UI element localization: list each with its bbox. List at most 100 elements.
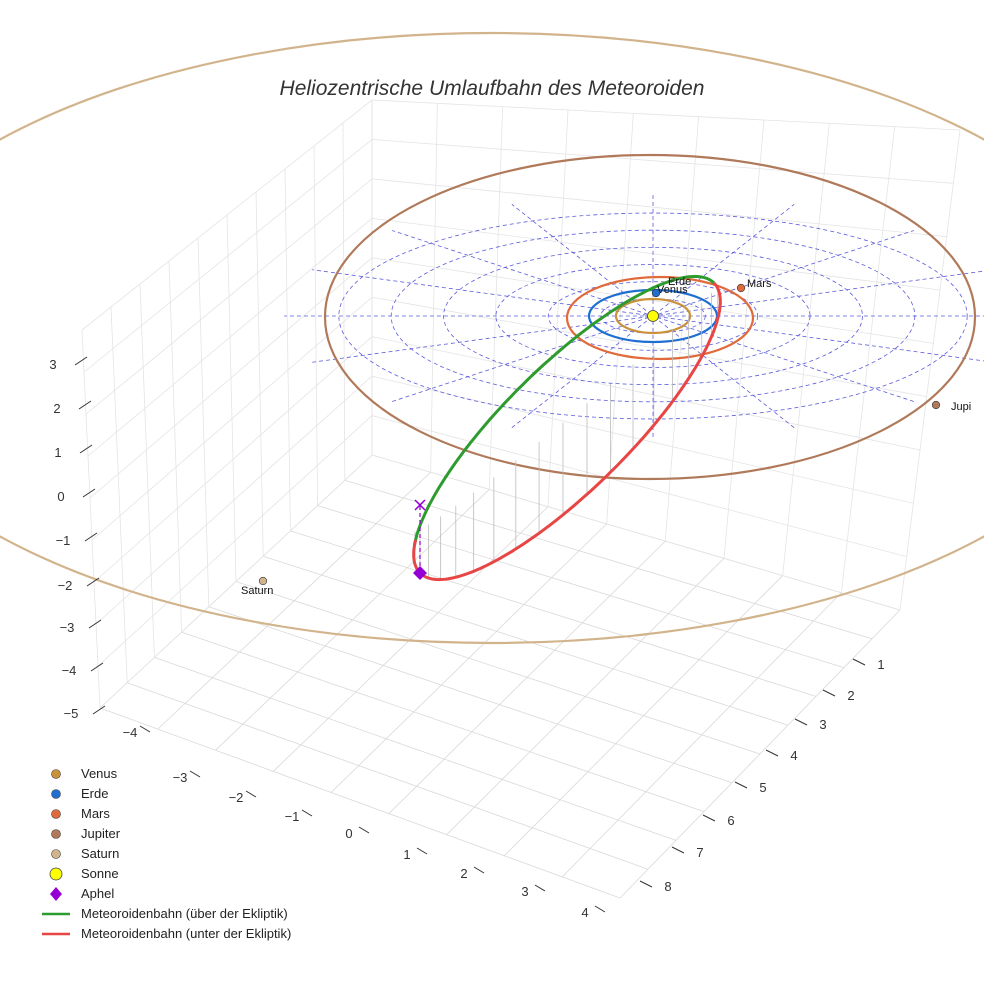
floor-gridline bbox=[290, 530, 817, 697]
z-tick-mark bbox=[78, 400, 92, 410]
legend-marker-venus bbox=[51, 769, 61, 779]
wall-gridline bbox=[93, 336, 373, 583]
floor-gridline bbox=[317, 505, 845, 668]
wall-gridline bbox=[782, 123, 830, 576]
floor-gridline bbox=[127, 682, 649, 870]
wall-gridline bbox=[664, 116, 700, 542]
axis-grid bbox=[81, 99, 961, 899]
wall-gridline bbox=[87, 218, 373, 457]
wall-gridline bbox=[97, 415, 373, 667]
wall-gridline bbox=[371, 336, 921, 451]
ecliptic-grid bbox=[284, 195, 984, 437]
y-tick-label: 2 bbox=[847, 688, 854, 703]
z-tick-mark bbox=[82, 488, 96, 498]
y-tick-label: 6 bbox=[727, 813, 734, 828]
wall-gridline bbox=[83, 139, 373, 373]
wall-gridline bbox=[606, 113, 634, 524]
x-tick-label: 3 bbox=[521, 884, 528, 899]
wall-gridline bbox=[371, 454, 901, 611]
wall-gridline bbox=[255, 191, 264, 557]
x-tick-mark bbox=[301, 809, 313, 817]
planet-marker-erde bbox=[651, 288, 661, 298]
wall-gridline bbox=[371, 139, 954, 184]
z-tick-label: −3 bbox=[60, 620, 75, 635]
wall-gridline bbox=[168, 260, 182, 633]
floor-gridline bbox=[504, 575, 783, 857]
legend-label-aphel: Aphel bbox=[81, 886, 114, 901]
z-tick-mark bbox=[88, 619, 102, 629]
wall-gridline bbox=[95, 375, 373, 625]
planet-marker-saturn bbox=[258, 576, 268, 586]
x-tick-mark bbox=[245, 790, 257, 798]
y-tick-mark bbox=[671, 846, 685, 854]
z-tick-label: 3 bbox=[49, 357, 56, 372]
orbit-mars bbox=[565, 275, 755, 361]
y-tick-mark bbox=[765, 749, 779, 757]
x-tick-label: 2 bbox=[460, 866, 467, 881]
meteoroid-path-above bbox=[413, 274, 716, 546]
floor-gridline bbox=[619, 609, 901, 899]
floor-gridline bbox=[388, 540, 666, 814]
wall-gridline bbox=[226, 214, 237, 582]
z-tick-mark bbox=[84, 532, 98, 542]
x-tick-mark bbox=[358, 826, 370, 834]
z-tick-label: −1 bbox=[56, 533, 71, 548]
x-tick-mark bbox=[189, 770, 201, 778]
z-tick-mark bbox=[86, 577, 100, 587]
z-tick-mark bbox=[92, 705, 106, 715]
z-tick-label: 1 bbox=[54, 445, 61, 460]
wall-gridline bbox=[313, 145, 318, 506]
z-tick-mark bbox=[74, 356, 88, 366]
legend: Venus Erde Mars Jupiter Saturn Sonne Aph… bbox=[42, 766, 291, 941]
legend-label-jupiter: Jupiter bbox=[81, 826, 121, 841]
x-tick-mark bbox=[594, 905, 606, 913]
legend-marker-sonne bbox=[49, 867, 63, 881]
chart-title: Heliozentrische Umlaufbahn des Meteoroid… bbox=[280, 77, 705, 100]
x-tick-label: −3 bbox=[173, 770, 188, 785]
wall-gridline bbox=[371, 217, 941, 291]
ecliptic-ring bbox=[338, 212, 968, 420]
y-tick-mark bbox=[794, 718, 808, 726]
planet-label-saturn: Saturn bbox=[241, 585, 273, 597]
x-tick-label: −2 bbox=[229, 790, 244, 805]
y-tick-label: 4 bbox=[790, 748, 797, 763]
wall-gridline bbox=[488, 106, 504, 490]
y-tick-label: 8 bbox=[664, 879, 671, 894]
sun-marker bbox=[647, 310, 659, 322]
z-tick-label: −4 bbox=[62, 663, 77, 678]
floor-gridline bbox=[263, 555, 789, 726]
ecliptic-ring bbox=[547, 281, 759, 351]
wall-gridline bbox=[342, 122, 346, 481]
floor-gridline bbox=[235, 581, 761, 755]
z-tick-mark bbox=[90, 662, 104, 672]
planet-marker-mars bbox=[736, 283, 746, 293]
y-tick-mark bbox=[852, 658, 866, 666]
x-tick-label: 1 bbox=[403, 847, 410, 862]
planet-label-erde: Erde bbox=[668, 276, 691, 288]
legend-marker-aphel bbox=[50, 887, 62, 901]
wall-gridline bbox=[899, 129, 961, 611]
wall-gridline bbox=[430, 103, 438, 473]
floor-gridline bbox=[215, 489, 490, 751]
meteoroid-path-below bbox=[412, 281, 722, 582]
floor-gridline bbox=[446, 558, 725, 835]
wall-gridline bbox=[85, 178, 373, 415]
planet-label-mars: Mars bbox=[747, 278, 772, 290]
wall-gridline bbox=[284, 168, 291, 531]
y-tick-label: 3 bbox=[819, 717, 826, 732]
legend-label-above: Meteoroidenbahn (über der Ekliptik) bbox=[81, 906, 288, 921]
z-tick-label: −2 bbox=[58, 578, 73, 593]
floor-gridline bbox=[157, 471, 431, 730]
legend-label-erde: Erde bbox=[81, 786, 108, 801]
wall-gridline bbox=[81, 99, 373, 331]
z-tick-mark bbox=[79, 444, 93, 454]
floor-gridline bbox=[330, 523, 607, 793]
tick-labels: −4 −3 −2 −1 0 1 2 3 4 1 2 3 4 5 6 7 8 3 2 1 0 −1 −2 −3 −4 −5 bbox=[49, 356, 885, 920]
z-tick-label: 0 bbox=[57, 489, 64, 504]
floor-gridline bbox=[181, 631, 705, 812]
x-tick-mark bbox=[139, 725, 151, 733]
wall-gridline bbox=[547, 109, 569, 507]
y-tick-label: 1 bbox=[877, 657, 884, 672]
orbit-saturn bbox=[0, 31, 984, 645]
wall-gridline bbox=[91, 296, 373, 541]
